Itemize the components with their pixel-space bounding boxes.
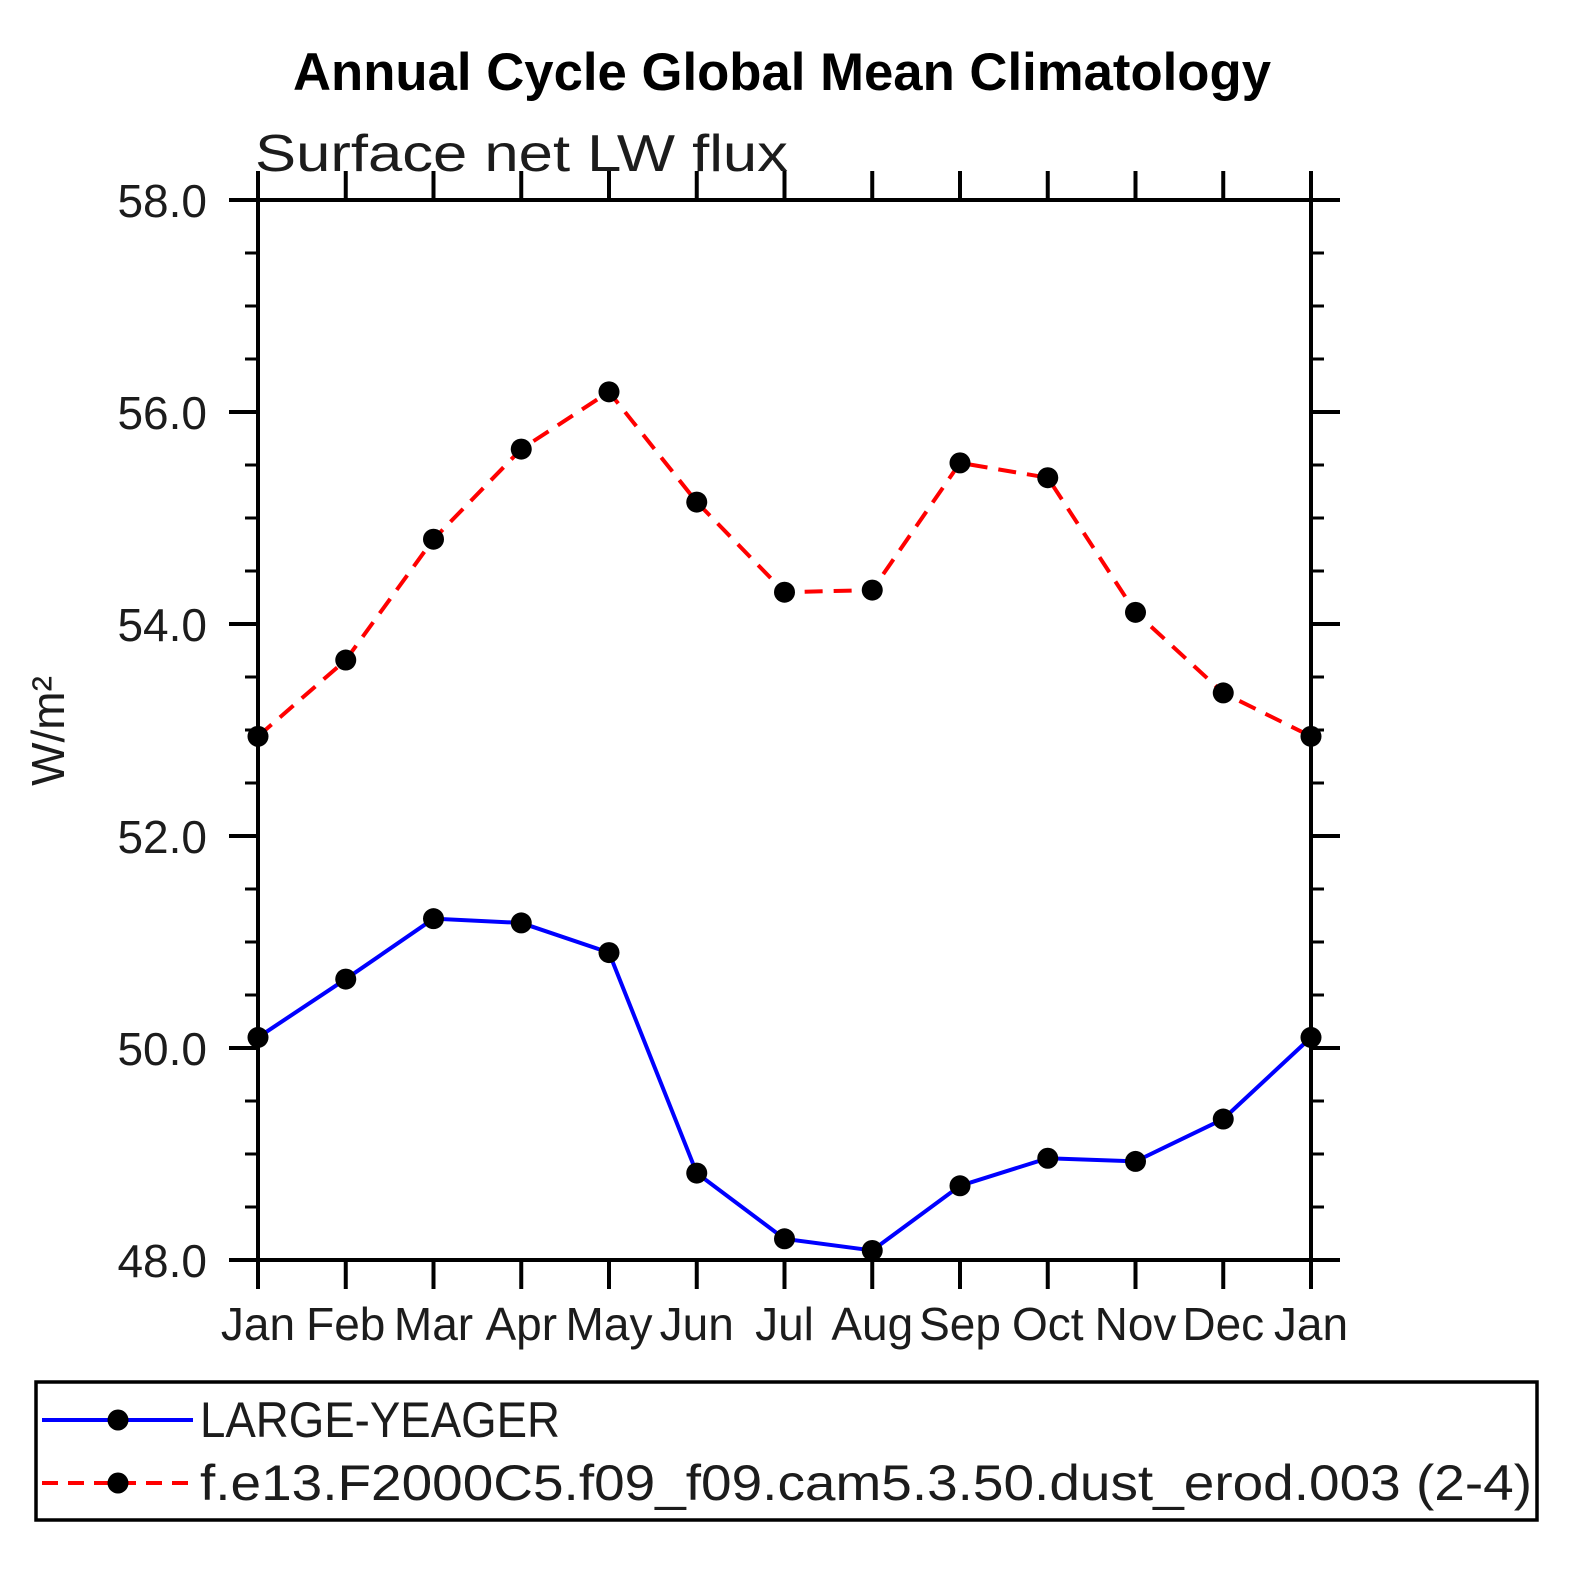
data-point-1-Aug [861, 579, 883, 601]
data-point-1-Jul [774, 581, 795, 603]
data-point-0-May [598, 942, 620, 964]
data-point-1-Jan [247, 725, 269, 747]
plot-area: Jan Feb Mar Apr May Jun Jul Aug Sep Oct Nov Dec Jan4… [117, 171, 1348, 1350]
x-tick-label: Feb [306, 1298, 385, 1350]
x-tick-label: Oct [1012, 1298, 1084, 1350]
x-tick-label: Sep [919, 1298, 1001, 1350]
y-tick-label: 50.0 [117, 1023, 207, 1075]
data-point-1-Nov [1125, 601, 1146, 623]
data-point-0-Nov [1125, 1150, 1146, 1172]
series-line-1 [256, 389, 1312, 739]
legend-box [34, 1380, 1539, 1522]
legend-marker-dot [107, 1409, 129, 1431]
data-point-1-Apr [510, 438, 532, 460]
data-point-0-Oct [1037, 1147, 1059, 1169]
data-point-1-Oct [1037, 467, 1059, 489]
x-tick-label: Mar [394, 1298, 473, 1350]
x-tick-label: Aug [831, 1298, 913, 1350]
x-tick-label: Jan [221, 1298, 295, 1350]
x-tick-label: Dec [1182, 1298, 1264, 1350]
data-point-0-Jun [686, 1162, 708, 1184]
data-point-0-Apr [510, 912, 532, 934]
data-point-0-Feb [335, 968, 357, 990]
legend: LARGE-YEAGER f.e13.F2000C5.f09_f09.cam5.… [34, 1380, 1539, 1522]
data-point-1-Dec [1212, 682, 1234, 704]
legend-label-large-yeager: LARGE-YEAGER [200, 1392, 560, 1448]
x-tick-label: Jul [755, 1298, 814, 1350]
data-point-0-Aug [861, 1239, 883, 1261]
legend-marker-dot [107, 1472, 129, 1494]
legend-entry-model-run: f.e13.F2000C5.f09_f09.cam5.3.50.dust_ero… [42, 1455, 1532, 1511]
data-point-1-May [598, 381, 620, 403]
x-tick-label: Apr [485, 1298, 557, 1350]
data-point-1-Mar [423, 528, 444, 550]
y-tick-label: 48.0 [117, 1235, 207, 1287]
y-tick-label: 54.0 [117, 599, 207, 651]
data-point-1-Sep [949, 452, 971, 474]
data-point-0-Jan [247, 1026, 269, 1048]
x-tick-label: Nov [1095, 1298, 1177, 1350]
series-line-0 [256, 916, 1313, 1253]
data-point-0-Sep [949, 1175, 971, 1197]
data-point-1-Feb [335, 649, 357, 671]
data-point-0-Dec [1212, 1108, 1234, 1130]
x-tick-label: May [566, 1298, 653, 1350]
x-tick-label: Jun [660, 1298, 734, 1350]
data-point-1-Jan [1300, 725, 1322, 747]
y-tick-label: 52.0 [117, 811, 207, 863]
chart-title: Annual Cycle Global Mean Climatology [293, 43, 1272, 102]
y-tick-label: 58.0 [117, 175, 207, 227]
data-point-1-Jun [686, 491, 708, 513]
data-point-0-Jan [1300, 1026, 1322, 1048]
y-tick-label: 56.0 [117, 387, 207, 439]
x-tick-label: Jan [1274, 1298, 1348, 1350]
legend-label-model-run: f.e13.F2000C5.f09_f09.cam5.3.50.dust_ero… [200, 1455, 1532, 1511]
y-axis-title: W/m² [22, 676, 74, 786]
legend-entry-large-yeager: LARGE-YEAGER [42, 1392, 560, 1448]
data-point-0-Mar [423, 908, 444, 930]
data-point-0-Jul [774, 1228, 795, 1250]
